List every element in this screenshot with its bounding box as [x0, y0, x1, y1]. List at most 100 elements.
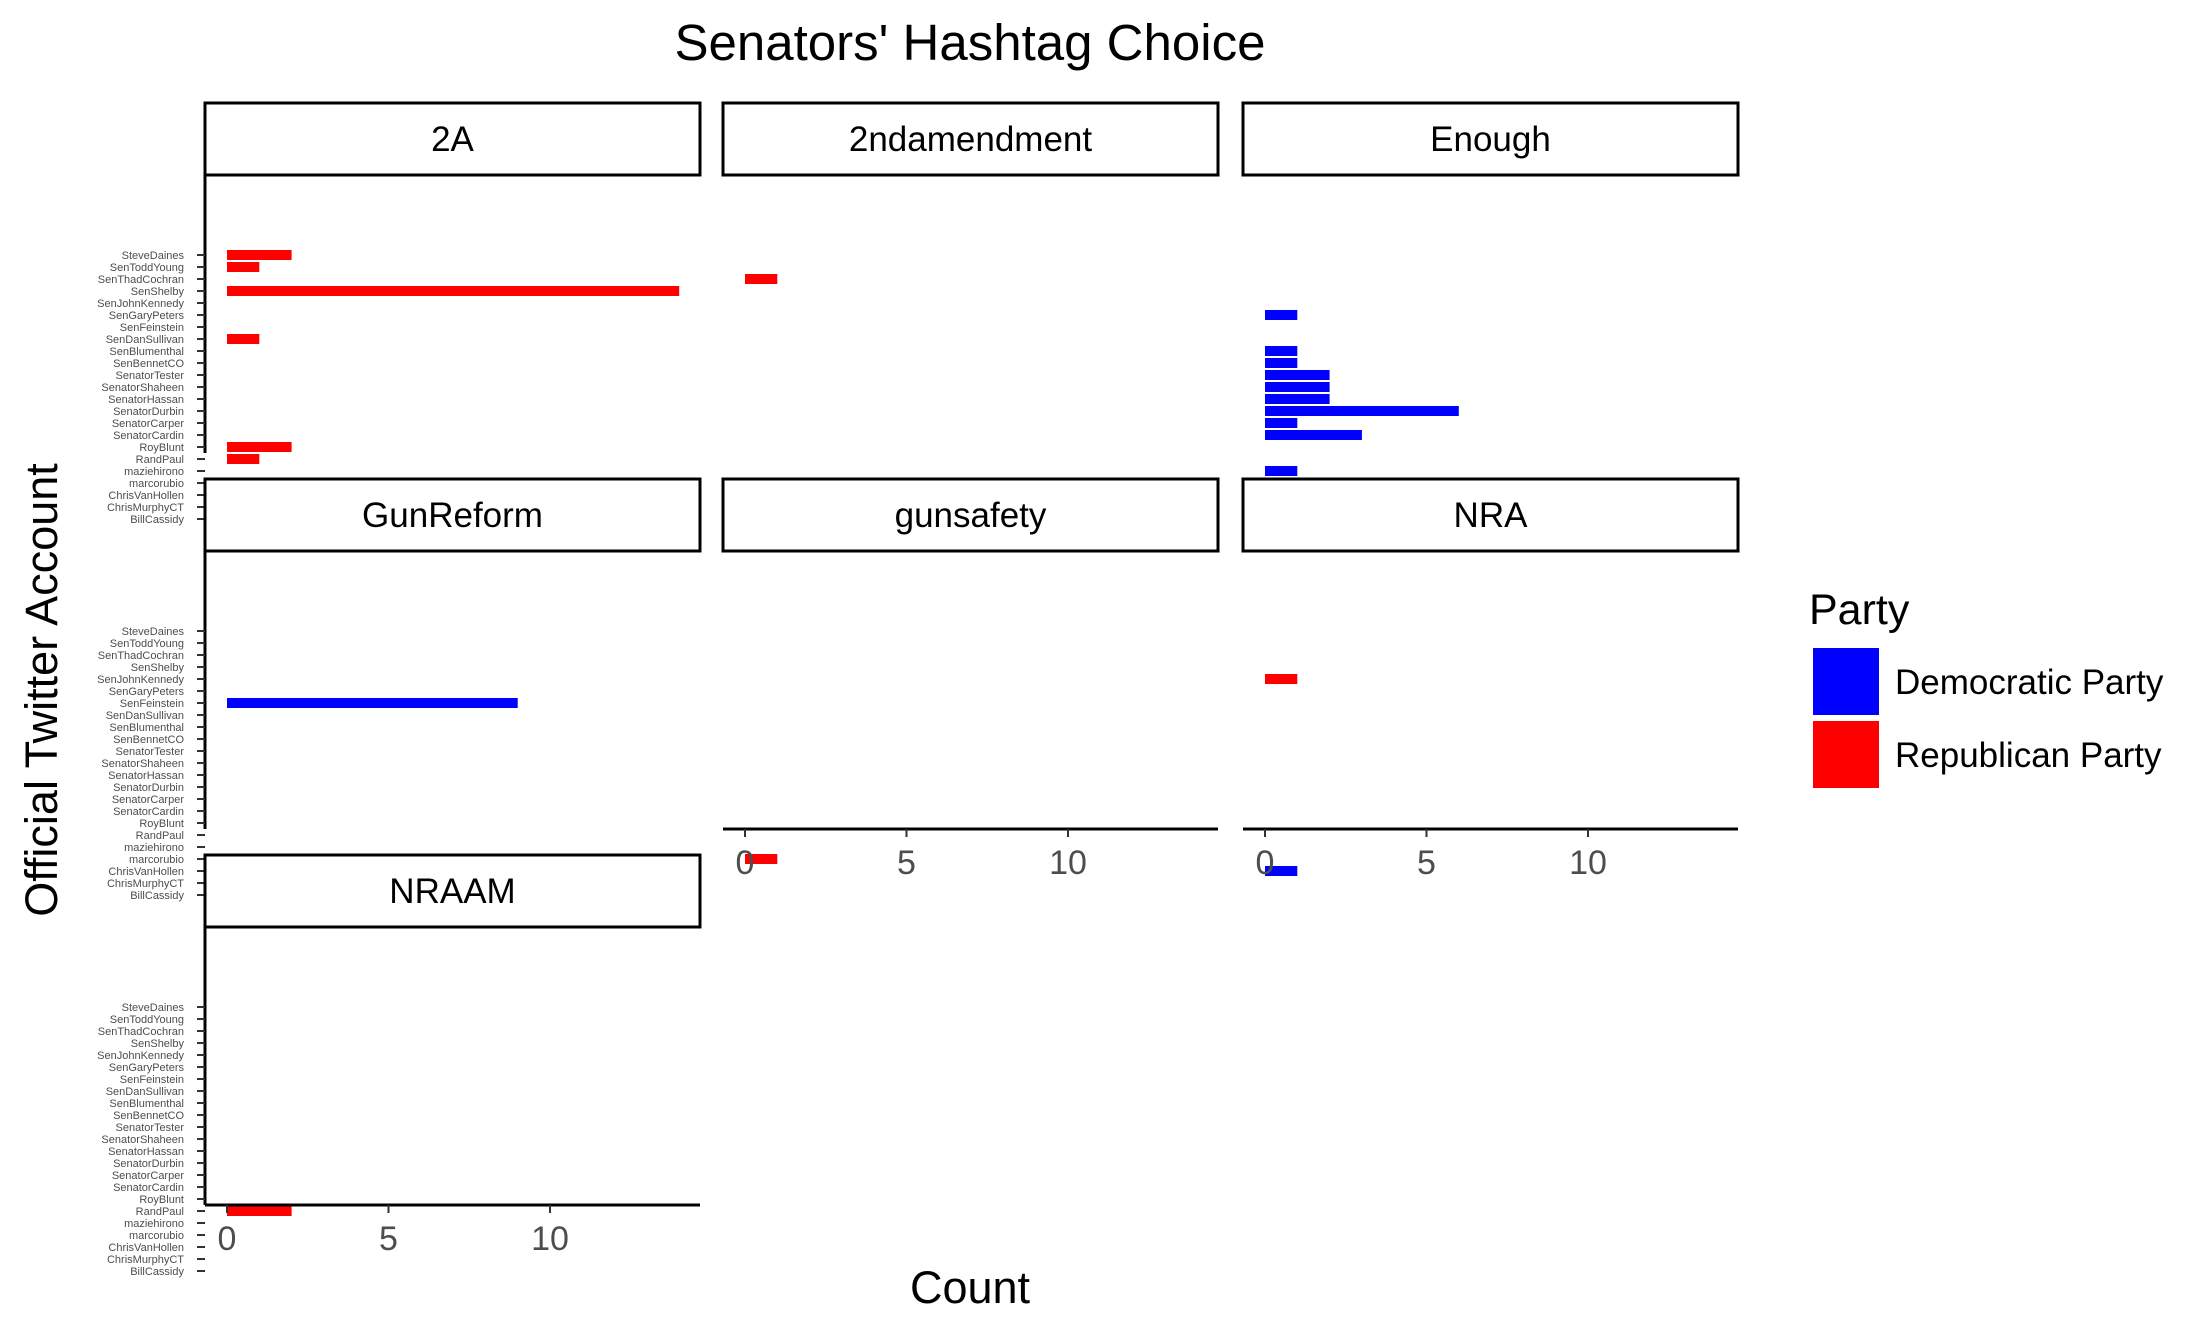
legend-title: Party: [1809, 586, 1910, 634]
y-tick-label: BillCassidy: [130, 514, 184, 526]
y-tick-label: SenBennetCO: [113, 734, 184, 746]
bar: [1265, 866, 1298, 876]
x-tick-label: 5: [379, 1220, 398, 1258]
y-tick-label: SenBennetCO: [113, 358, 184, 370]
y-tick-label: SenatorCardin: [113, 806, 184, 818]
y-tick-label: SenShelby: [131, 662, 185, 674]
y-tick-label: marcorubio: [129, 1230, 184, 1242]
y-tick-label: SenFeinstein: [120, 322, 184, 334]
bar: [227, 698, 518, 708]
legend-label: Republican Party: [1895, 736, 2162, 775]
facet-strip: [203, 853, 702, 929]
y-tick-label: ChrisVanHollen: [108, 1242, 184, 1254]
x-tick-label: 0: [736, 844, 755, 882]
bar: [227, 334, 260, 344]
y-tick-label: SenDanSullivan: [106, 710, 184, 722]
bar: [227, 442, 292, 452]
y-tick-label: SenatorCardin: [113, 1182, 184, 1194]
y-tick-label: SenatorHassan: [108, 770, 184, 782]
y-axis-title: Official Twitter Account: [16, 463, 67, 917]
bar: [1265, 394, 1330, 404]
x-tick-label: 0: [1256, 844, 1275, 882]
y-tick-label: SenDanSullivan: [106, 334, 184, 346]
bar: [1265, 466, 1298, 476]
y-tick-label: SenatorShaheen: [101, 382, 184, 394]
y-tick-label: SenatorHassan: [108, 394, 184, 406]
y-tick-label: BillCassidy: [130, 890, 184, 902]
y-tick-label: SenJohnKennedy: [97, 674, 184, 686]
y-tick-label: SenThadCochran: [98, 650, 184, 662]
x-tick-label: 0: [218, 1220, 237, 1258]
y-tick-label: SenToddYoung: [110, 638, 184, 650]
y-tick-label: RoyBlunt: [139, 818, 184, 830]
y-tick-label: SenThadCochran: [98, 1026, 184, 1038]
facet-strip-label: Enough: [1430, 120, 1551, 159]
facet-strip: [1241, 101, 1740, 177]
facet-strip-label: gunsafety: [895, 496, 1047, 535]
chart-title: Senators' Hashtag Choice: [675, 14, 1266, 71]
y-tick-label: SenJohnKennedy: [97, 1050, 184, 1062]
legend-label: Democratic Party: [1895, 663, 2164, 702]
bar: [1265, 382, 1330, 392]
x-tick-label: 10: [1569, 844, 1607, 882]
facet-strip-label: NRA: [1454, 496, 1529, 535]
y-tick-label: SenBennetCO: [113, 1110, 184, 1122]
facet-panel-4: gunsafety 0 5 10: [721, 477, 1220, 882]
y-tick-label: SenatorHassan: [108, 1146, 184, 1158]
legend: Party Democratic Party Republican Party: [1809, 586, 2164, 788]
y-tick-label: SenFeinstein: [120, 1074, 184, 1086]
bar: [1265, 430, 1362, 440]
y-tick-label: BillCassidy: [130, 1266, 184, 1278]
x-tick-label: 5: [1417, 844, 1436, 882]
y-tick-label: SenToddYoung: [110, 1014, 184, 1026]
y-tick-label: SteveDaines: [122, 250, 185, 262]
y-tick-label: SenatorTester: [116, 746, 185, 758]
y-tick-label: ChrisVanHollen: [108, 490, 184, 502]
y-tick-label: marcorubio: [129, 478, 184, 490]
facet-panel-5: NRA 0 5 10: [1241, 477, 1740, 882]
y-tick-label: RandPaul: [136, 830, 184, 842]
bar: [1265, 370, 1330, 380]
y-tick-label: maziehirono: [124, 842, 184, 854]
facet-strip-label: GunReform: [362, 496, 543, 535]
y-tick-label: maziehirono: [124, 1218, 184, 1230]
facet-strip-label: 2ndamendment: [849, 120, 1092, 159]
y-tick-label: SenBlumenthal: [109, 722, 184, 734]
bar: [745, 854, 778, 864]
y-tick-label: SenGaryPeters: [109, 310, 185, 322]
y-tick-label: SenatorShaheen: [101, 758, 184, 770]
y-tick-label: maziehirono: [124, 466, 184, 478]
facet-panel-3: GunReform SteveDainesSenToddYoungSenThadC…: [97, 477, 702, 902]
y-tick-label: SenBlumenthal: [109, 346, 184, 358]
facet-strip-label: NRAAM: [389, 872, 515, 911]
y-tick-label: SenatorCardin: [113, 430, 184, 442]
legend-key: [1813, 648, 1879, 715]
bar: [745, 274, 778, 284]
bar: [227, 250, 292, 260]
facet-strip-label: 2A: [431, 120, 474, 159]
y-tick-label: RoyBlunt: [139, 1194, 184, 1206]
y-tick-label: SenToddYoung: [110, 262, 184, 274]
y-tick-label: SenThadCochran: [98, 274, 184, 286]
y-tick-label: SenatorCarper: [112, 794, 184, 806]
bar: [227, 262, 260, 272]
bar: [1265, 310, 1298, 320]
y-tick-label: SenGaryPeters: [109, 1062, 185, 1074]
y-tick-label: SenShelby: [131, 1038, 185, 1050]
bar: [1265, 418, 1298, 428]
x-tick-label: 10: [531, 1220, 569, 1258]
bar: [227, 454, 260, 464]
facet-strip: [203, 101, 702, 177]
facet-strip: [721, 101, 1220, 177]
y-tick-label: ChrisMurphyCT: [107, 1254, 184, 1266]
y-tick-label: SenatorCarper: [112, 418, 184, 430]
y-tick-label: SenJohnKennedy: [97, 298, 184, 310]
facet-strip: [721, 477, 1220, 553]
y-tick-label: SteveDaines: [122, 626, 185, 638]
bar: [1265, 346, 1298, 356]
y-tick-label: SenFeinstein: [120, 698, 184, 710]
y-tick-label: ChrisMurphyCT: [107, 878, 184, 890]
facet-panel-1: 2ndamendment: [721, 101, 1220, 524]
